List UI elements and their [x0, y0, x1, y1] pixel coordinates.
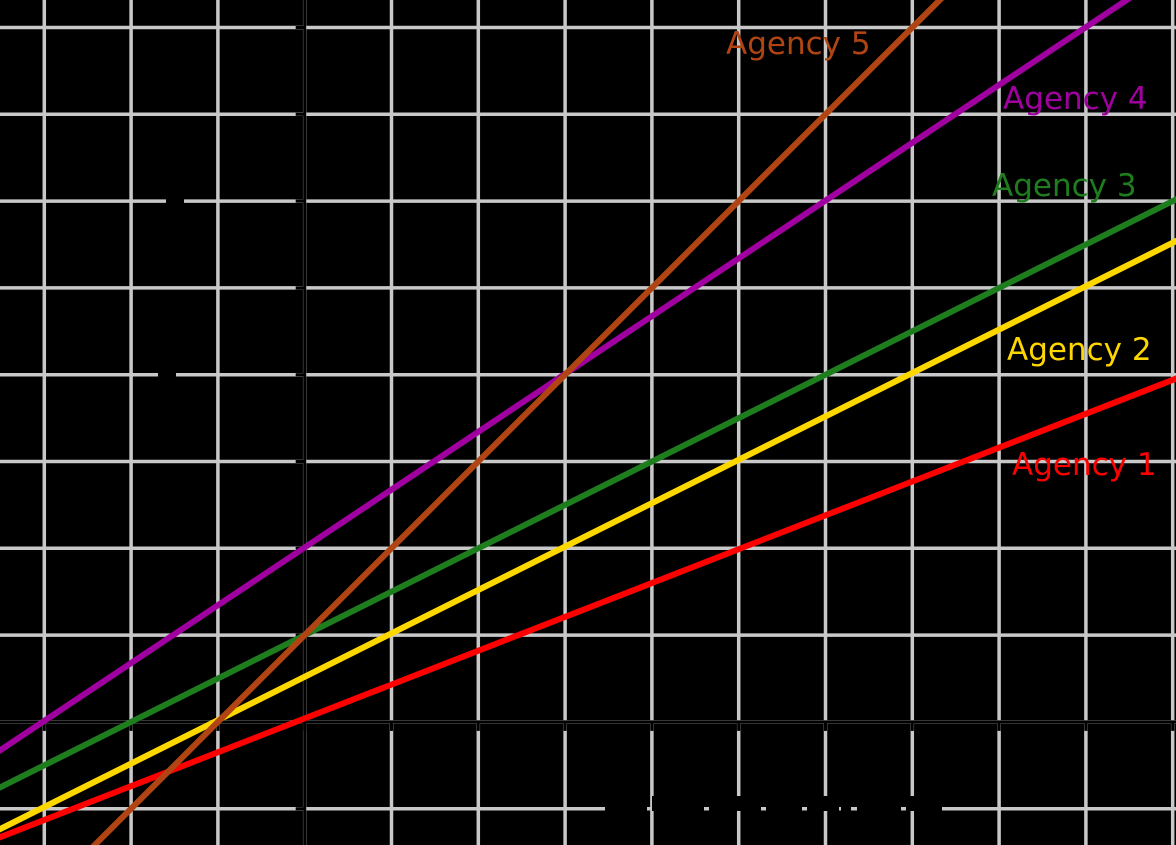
- unreadable-black-text-silhouette: [709, 796, 761, 811]
- unreadable-black-text-silhouette: [766, 796, 802, 811]
- unreadable-black-text-silhouette: [652, 796, 704, 811]
- series-line-agency-3: [0, 196, 1176, 791]
- series-line-agency-1: [0, 375, 1176, 841]
- series-label-agency-4: Agency 4: [1003, 81, 1148, 117]
- series-label-agency-1: Agency 1: [1012, 447, 1157, 483]
- series-label-agency-5: Agency 5: [726, 26, 871, 62]
- unreadable-black-text-silhouette: [857, 796, 901, 811]
- unreadable-black-text-silhouette: [158, 370, 176, 380]
- series-label-agency-2: Agency 2: [1007, 332, 1152, 368]
- unreadable-black-text-silhouette: [906, 796, 942, 811]
- unreadable-black-text-silhouette: [605, 796, 647, 811]
- series-line-agency-4: [0, 0, 1133, 754]
- unreadable-black-text-silhouette: [166, 196, 184, 205]
- series-label-agency-3: Agency 3: [992, 168, 1137, 204]
- unreadable-black-text-silhouette: [807, 796, 839, 811]
- series-line-agency-2: [0, 237, 1176, 833]
- unreadable-black-text-silhouette: [841, 800, 851, 817]
